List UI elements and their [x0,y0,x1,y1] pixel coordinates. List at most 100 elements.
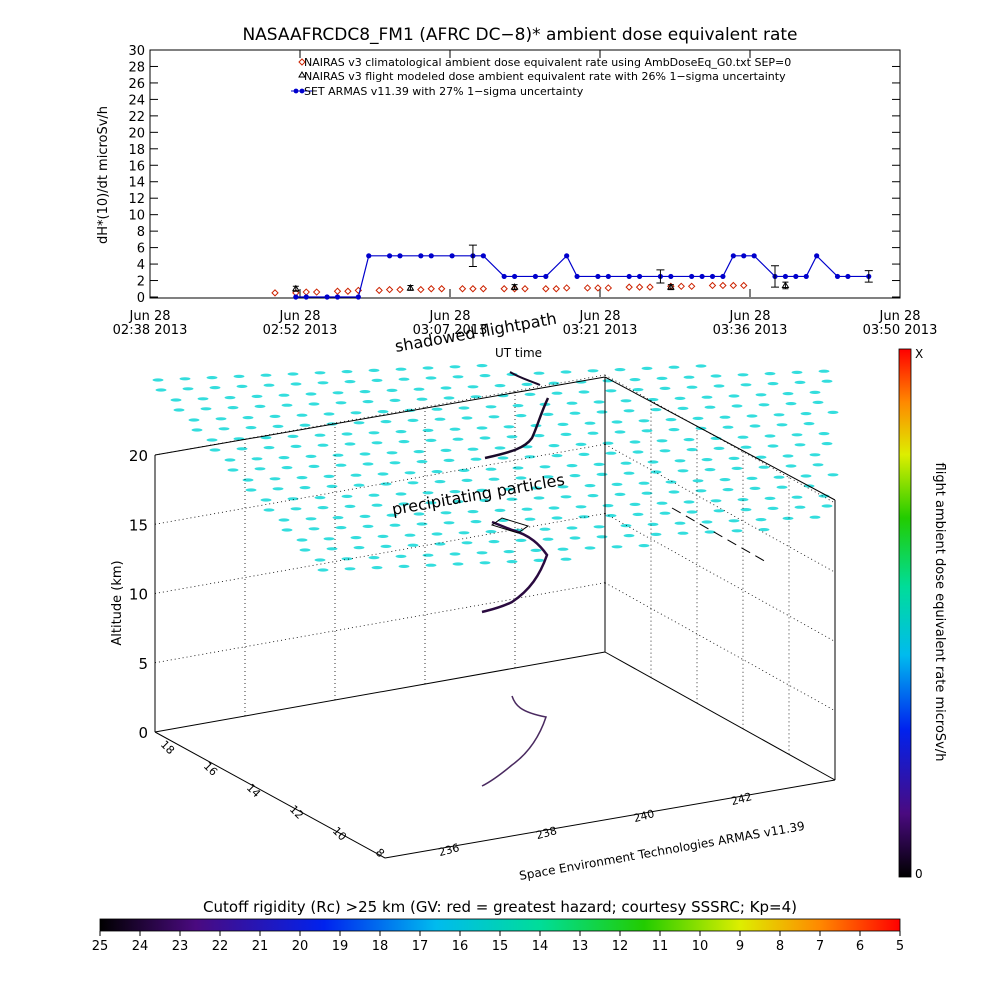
y-tick-label: 6 [137,242,145,257]
legend-marker-diamond [298,58,306,66]
particle-mark [737,435,749,439]
particle-mark [713,446,725,450]
particle-mark [566,464,578,468]
particle-mark [638,481,650,485]
particle-mark [467,385,479,389]
particle-mark [350,536,362,540]
box-edge [154,731,386,859]
nairas-clim-point [542,285,550,293]
particle-mark [641,429,653,433]
particle-mark [551,391,563,395]
colorbar-bottom-label: 0 [915,867,923,881]
y-tick-label: 12 [128,192,145,207]
particle-mark [317,568,329,572]
particle-mark [317,506,329,510]
particle-mark [677,469,689,473]
armas-point [511,273,518,280]
particle-mark [701,520,713,524]
particle-mark [575,442,587,446]
particle-mark [440,511,452,515]
particle-mark [314,433,326,437]
particle-mark [677,406,689,410]
series-layer [271,244,873,300]
colorbar-tick-label: 17 [412,939,429,954]
nairas-flight-point [510,283,519,290]
particle-mark [767,444,779,448]
particle-mark [488,540,500,544]
nairas-clim-point [719,281,727,290]
particle-mark [344,380,356,384]
particle-mark [731,404,743,408]
particle-mark [773,413,785,417]
particle-mark [686,385,698,389]
legend: NAIRAS v3 climatological ambient dose eq… [291,56,791,98]
particle-mark [155,388,167,392]
particle-mark [335,526,347,530]
particle-mark [431,407,443,411]
particle-mark [746,476,758,480]
colorbar-top-label: X [915,347,923,361]
particle-mark [425,376,437,380]
particle-mark [773,475,785,479]
particle-mark [281,528,293,532]
particle-mark [557,422,569,426]
legend-label: SET ARMAS v11.39 with 27% 1−sigma uncert… [304,85,584,98]
y-tick-label: 0 [137,291,145,306]
particle-mark [395,430,407,434]
y-tick-label: 28 [128,60,145,75]
armas-error-bar [864,270,873,283]
particle-mark [251,394,263,398]
particle-mark [431,470,443,474]
particle-mark [305,392,317,396]
particle-mark [542,412,554,416]
particle-mark [476,364,488,368]
nairas-clim-point [562,284,571,292]
particle-mark [308,402,320,406]
particle-mark [353,483,365,487]
particle-mark [533,371,545,375]
particle-mark [737,373,749,377]
particle-mark [791,433,803,437]
floor-x-tick-label: 240 [632,807,656,825]
particle-mark [623,534,635,538]
particle-mark [371,441,383,445]
particle-mark [305,517,317,521]
armas-point [397,253,403,259]
particle-mark [647,398,659,402]
particle-mark [470,395,482,399]
armas-point [428,253,434,259]
particle-mark [647,460,659,464]
particle-mark [332,453,344,457]
particle-mark [353,421,365,425]
particle-mark [398,502,410,506]
particle-mark [704,530,716,534]
particle-mark [638,544,650,548]
particle-mark [650,470,662,474]
nairas-clim-point [729,281,738,290]
particle-mark [692,416,704,420]
particle-mark [650,408,662,412]
particle-mark [386,388,398,392]
box-edge [604,376,836,501]
particle-mark [479,436,491,440]
nairas-flight-point [406,283,415,291]
particle-mark [530,486,542,490]
colorbar-right-gradient [898,348,912,878]
particle-mark [362,462,374,466]
armas-point [793,273,799,280]
particle-mark [263,508,275,512]
particle-mark [809,390,821,394]
particle-mark [641,491,653,495]
nairas-clim-point [385,285,394,294]
particle-mark [308,527,320,531]
particle-mark [485,530,497,534]
y-tick-label: 16 [128,159,145,174]
particle-mark [224,458,236,462]
particle-mark [650,532,662,537]
particle-mark [422,428,434,432]
y-axis-label: dH*(10)/dt microSv/h [96,106,111,244]
armas-point [418,253,424,259]
armas-point [303,294,309,300]
